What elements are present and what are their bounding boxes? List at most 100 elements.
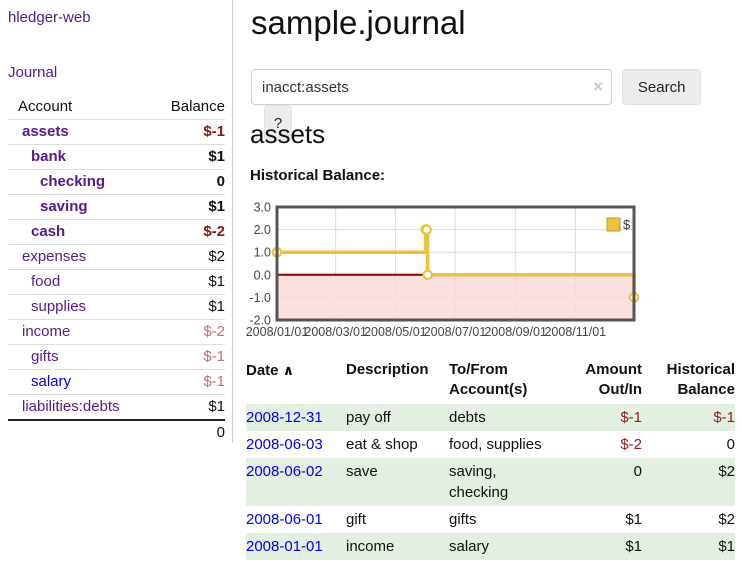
legend-swatch [606,217,621,232]
transaction-accounts: food, supplies [449,436,542,453]
transaction-amount: $-1 [620,409,642,426]
account-row: saving $1 [8,194,225,220]
transaction-accounts: salary [449,538,490,555]
account-balance: $1 [140,394,225,420]
sidebar-account-link-bank[interactable]: bank [31,148,67,165]
transaction-date-link[interactable]: 2008-01-01 [246,538,323,555]
account-row: expenses $2 [8,244,225,270]
x-tick-label: 2008/09/01 [484,325,547,339]
account-balance: $1 [140,294,225,320]
y-tick-label: 2.0 [254,223,271,237]
account-balance: $1 [140,269,225,295]
y-tick-label: 3.0 [254,201,271,215]
sidebar-account-link-food[interactable]: food [31,273,61,290]
balance-column-header: Balance [170,98,225,115]
sidebar-account-link-saving[interactable]: saving [40,198,88,215]
transaction-description: pay off [346,409,391,426]
date-column-header[interactable]: Date ∧ [246,362,295,379]
sidebar-account-link-cash[interactable]: cash [31,223,66,240]
register-header-row: Date ∧ Description To/From Account(s) Am… [246,360,735,404]
app-title-link[interactable]: hledger-web [8,9,91,26]
help-button[interactable]: ? [264,105,292,141]
transaction-amount: 0 [633,463,642,480]
transaction-date-cell: 2008-12-31 [246,404,346,431]
y-tick-label: 0.0 [254,268,271,282]
account-row: supplies $1 [8,294,225,320]
account-balance: $2 [140,244,225,270]
register-row: 2008-06-03 eat & shop food, supplies $-2 0 [246,431,735,458]
register-row: 2008-06-02 save saving, checking 0 $2 [246,458,735,506]
sidebar-account-link-liabilities-debts[interactable]: liabilities:debts [22,398,120,415]
accounts-header-row: Account Balance [8,95,225,120]
transaction-date-link[interactable]: 2008-06-03 [246,436,323,453]
accounts-total-row: 0 [8,419,225,445]
sidebar-account-link-supplies[interactable]: supplies [31,298,87,315]
account-balance: $-2 [140,219,225,245]
search-button[interactable]: Search [622,69,702,105]
transaction-amount: $1 [625,511,642,528]
balance-chart: $3.0 2.0 1.0 0.0 -1.0 -2.0 2008/01/01 2008/03/0… [240,198,742,344]
y-tick-label: -1.0 [249,291,271,305]
page-title: sample.journal [251,4,466,41]
transaction-amount: $1 [625,538,642,555]
account-row: income $-2 [8,319,225,345]
sidebar-item-journal[interactable]: Journal [8,64,58,81]
transaction-description: gift [346,511,367,528]
x-tick-label: 2008/07/01 [424,325,487,339]
transaction-amount: $-2 [620,436,642,453]
x-tick-label: 2008/03/01 [304,325,367,339]
account-column-header: Account [18,98,73,115]
account-balance: $1 [140,194,225,220]
sidebar-account-link-salary[interactable]: salary [31,373,72,390]
account-balance: 0 [140,169,225,195]
x-tick-label: 2008/05/01 [364,325,427,339]
sidebar-account-link-checking[interactable]: checking [40,173,106,190]
register-table: Date ∧ Description To/From Account(s) Am… [246,360,735,560]
y-tick-label: 1.0 [254,246,271,260]
account-row: assets $-1 [8,119,225,145]
search-form: × Search ? [251,69,742,141]
register-row: 2008-01-01 income salary $1 $1 [246,533,735,560]
accounts-table: Account Balance assets $-1 bank $1 checking 0… [8,95,225,445]
chart-title: Historical Balance: [250,167,386,184]
transaction-description: eat & shop [346,436,418,453]
legend-label: $ [623,217,631,232]
accounts-column-header: To/From Account(s) [449,361,528,398]
transaction-date-cell: 2008-06-01 [246,506,346,533]
account-row: checking 0 [8,169,225,195]
clear-search-icon[interactable]: × [593,77,603,96]
account-balance: $-1 [140,369,225,395]
account-balance: $-2 [140,319,225,345]
balance-chart-svg: $3.0 2.0 1.0 0.0 -1.0 -2.02008/01/012008/03/0… [246,201,640,339]
sidebar-account-link-assets[interactable]: assets [22,123,69,140]
sidebar-account-link-gifts[interactable]: gifts [31,348,59,365]
transaction-date-link[interactable]: 2008-06-02 [246,463,323,480]
account-row: cash $-2 [8,219,225,245]
transaction-balance: $2 [718,463,735,480]
transaction-date-cell: 2008-06-03 [246,431,346,458]
sidebar-account-link-expenses[interactable]: expenses [22,248,87,265]
transaction-date-link[interactable]: 2008-12-31 [246,409,323,426]
transaction-accounts: gifts [449,511,477,528]
account-row: bank $1 [8,144,225,170]
accounts-total-value: 0 [140,419,225,445]
transaction-balance: 0 [726,436,735,453]
x-tick-label: 2008/11/01 [544,325,606,339]
account-row: gifts $-1 [8,344,225,370]
y-tick-label: -2.0 [249,314,271,328]
search-input[interactable] [251,69,612,105]
transaction-description: save [346,463,378,480]
account-balance: $1 [140,144,225,170]
description-column-header: Description [346,361,429,378]
transaction-date-cell: 2008-06-02 [246,458,346,506]
transaction-balance: $2 [718,511,735,528]
account-balance: $-1 [140,344,225,370]
transaction-accounts: saving, checking [449,463,509,501]
sidebar-account-link-income[interactable]: income [22,323,71,340]
transaction-balance: $1 [718,538,735,555]
balance-column-header-main: Historical Balance [666,361,735,398]
transaction-date-link[interactable]: 2008-06-01 [246,511,323,528]
account-heading: assets [250,119,326,149]
transaction-date-cell: 2008-01-01 [246,533,346,560]
amount-column-header: Amount Out/In [585,361,642,398]
